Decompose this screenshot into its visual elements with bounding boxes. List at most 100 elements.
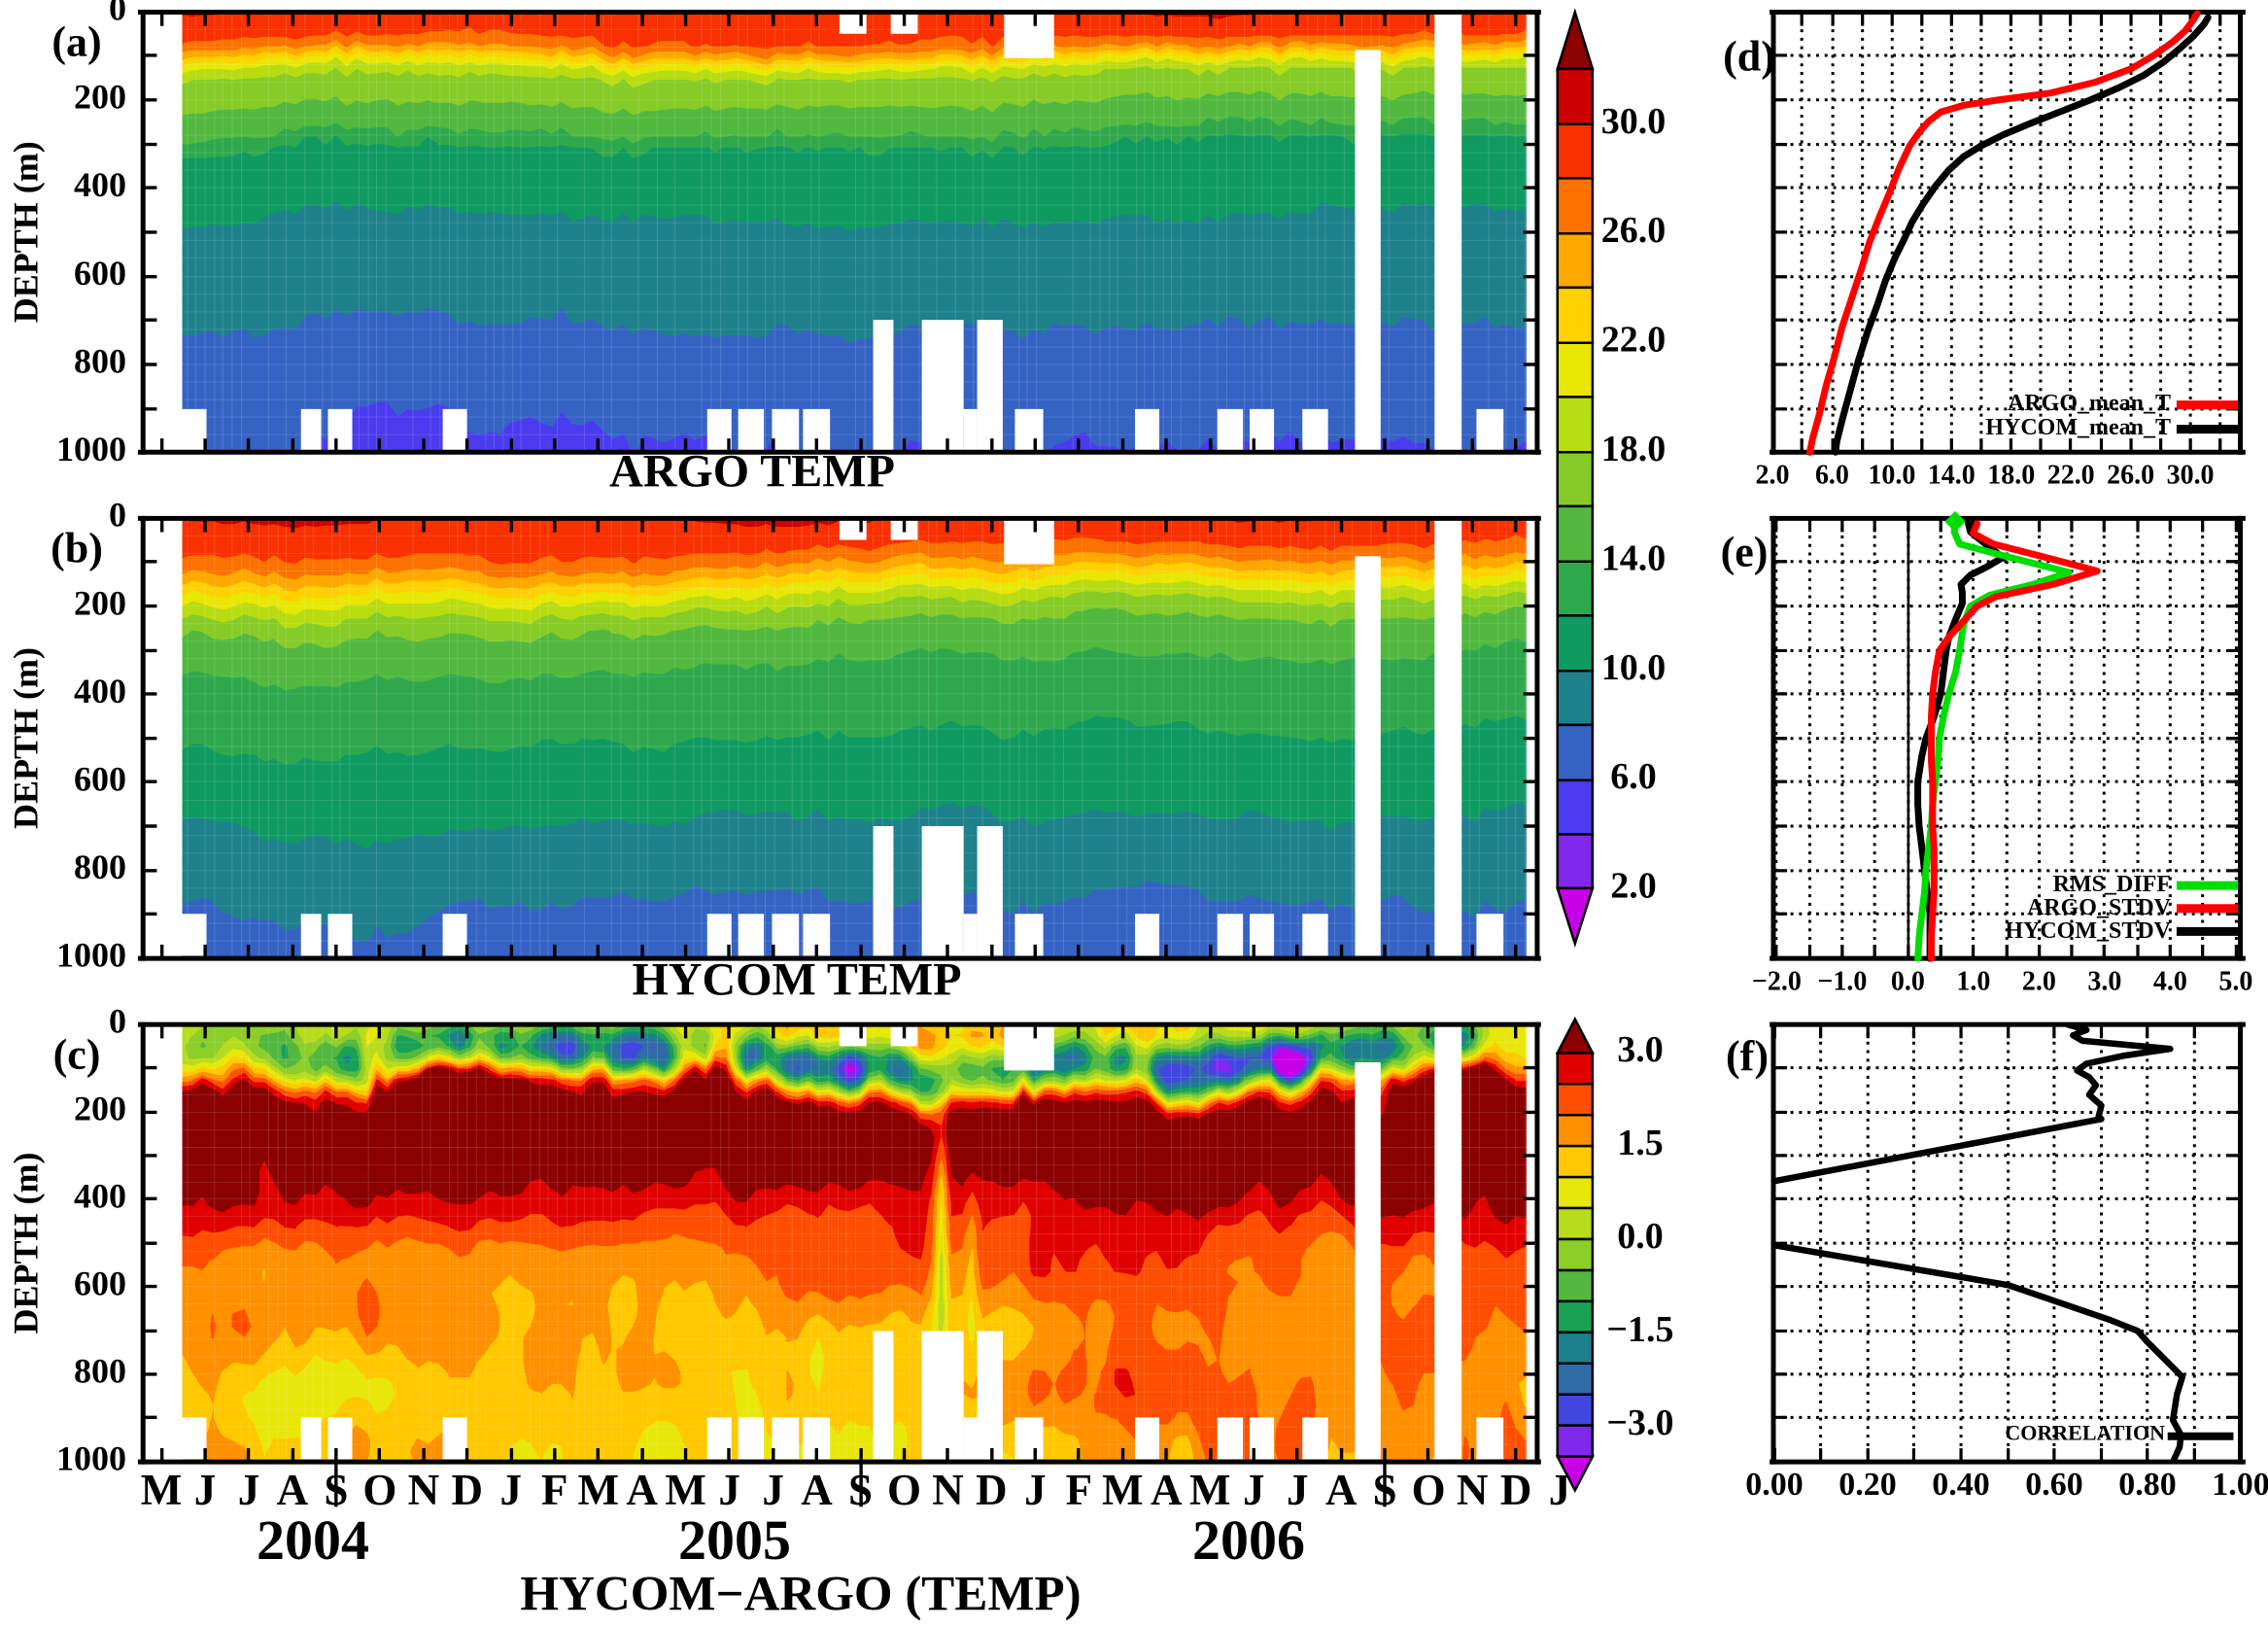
svg-text:0.0: 0.0	[1891, 967, 1925, 997]
svg-text:(d): (d)	[1723, 33, 1775, 81]
svg-text:J: J	[1549, 1466, 1570, 1514]
svg-text:N: N	[408, 1466, 440, 1514]
svg-text:6.0: 6.0	[1815, 461, 1849, 491]
svg-text:0.0: 0.0	[1617, 1216, 1663, 1257]
svg-text:A: A	[1151, 1466, 1183, 1514]
svg-text:A: A	[1325, 1466, 1357, 1514]
svg-text:26.0: 26.0	[1601, 210, 1667, 251]
svg-text:14.0: 14.0	[1601, 537, 1667, 578]
svg-text:HYCOM TEMP: HYCOM TEMP	[632, 954, 961, 1006]
svg-text:F: F	[1066, 1466, 1092, 1514]
svg-text:ARGO TEMP: ARGO TEMP	[609, 446, 895, 498]
svg-text:F: F	[541, 1466, 568, 1514]
svg-text:O: O	[362, 1466, 396, 1514]
svg-text:HYCOM−ARGO (TEMP): HYCOM−ARGO (TEMP)	[520, 1567, 1081, 1621]
svg-text:−1.0: −1.0	[1817, 967, 1867, 997]
svg-text:0.00: 0.00	[1745, 1467, 1803, 1503]
svg-text:J: J	[500, 1466, 523, 1514]
svg-text:0: 0	[109, 496, 126, 535]
svg-text:400: 400	[74, 672, 126, 710]
svg-text:HYCOM_mean_T: HYCOM_mean_T	[1985, 415, 2171, 440]
svg-text:M: M	[577, 1466, 618, 1514]
svg-text:J: J	[718, 1466, 740, 1514]
svg-text:200: 200	[74, 77, 126, 116]
svg-text:1.5: 1.5	[1617, 1123, 1663, 1163]
svg-text:O: O	[1412, 1466, 1446, 1514]
svg-text:D: D	[1500, 1466, 1532, 1514]
svg-text:A: A	[801, 1466, 833, 1514]
svg-text:A: A	[626, 1466, 658, 1514]
svg-text:3.0: 3.0	[2087, 967, 2121, 997]
svg-text:0.20: 0.20	[1838, 1467, 1896, 1503]
svg-text:18.0: 18.0	[1601, 429, 1667, 469]
svg-text:N: N	[1457, 1466, 1489, 1514]
svg-text:ARGO_mean_T: ARGO_mean_T	[2008, 391, 2171, 416]
svg-text:DEPTH (m): DEPTH (m)	[7, 141, 46, 323]
svg-text:HYCOM_STDV: HYCOM_STDV	[2005, 918, 2171, 944]
svg-text:A: A	[277, 1466, 309, 1514]
svg-text:26.0: 26.0	[2107, 461, 2154, 491]
svg-text:1.00: 1.00	[2212, 1467, 2268, 1503]
svg-text:1000: 1000	[56, 430, 126, 468]
svg-text:2.0: 2.0	[2022, 967, 2056, 997]
svg-text:14.0: 14.0	[1928, 461, 1976, 491]
svg-text:600: 600	[74, 254, 126, 293]
svg-text:CORRELATION: CORRELATION	[2005, 1420, 2165, 1444]
svg-text:6.0: 6.0	[1610, 756, 1656, 797]
svg-text:0.80: 0.80	[2118, 1467, 2176, 1503]
svg-text:J: J	[1024, 1466, 1047, 1514]
svg-text:200: 200	[74, 583, 126, 622]
svg-text:D: D	[976, 1466, 1008, 1514]
svg-text:22.0: 22.0	[2047, 461, 2095, 491]
svg-text:M: M	[1189, 1466, 1230, 1514]
svg-text:D: D	[452, 1466, 483, 1514]
svg-text:30.0: 30.0	[1601, 101, 1667, 142]
svg-text:M: M	[141, 1466, 182, 1514]
svg-text:400: 400	[74, 165, 126, 204]
svg-text:2006: 2006	[1192, 1508, 1305, 1572]
svg-text:10.0: 10.0	[1601, 647, 1667, 688]
svg-text:−3.0: −3.0	[1606, 1402, 1673, 1443]
svg-text:J: J	[1287, 1466, 1309, 1514]
svg-text:0.40: 0.40	[1932, 1467, 1989, 1503]
svg-text:−1.5: −1.5	[1606, 1309, 1673, 1350]
svg-text:600: 600	[74, 1264, 126, 1303]
svg-text:3.0: 3.0	[1617, 1029, 1663, 1070]
svg-text:J: J	[1243, 1466, 1265, 1514]
svg-text:600: 600	[74, 759, 126, 798]
svg-text:N: N	[932, 1466, 964, 1514]
svg-text:2.0: 2.0	[1610, 866, 1656, 907]
svg-text:DEPTH (m): DEPTH (m)	[7, 1153, 46, 1334]
svg-text:1.0: 1.0	[1956, 967, 1990, 997]
svg-text:−2.0: −2.0	[1752, 967, 1802, 997]
svg-text:(c): (c)	[53, 1031, 101, 1079]
svg-text:800: 800	[74, 1352, 126, 1391]
svg-text:O: O	[887, 1466, 921, 1514]
svg-text:0.60: 0.60	[2025, 1467, 2082, 1503]
svg-text:(b): (b)	[51, 525, 103, 572]
svg-text:4.0: 4.0	[2153, 967, 2187, 997]
svg-text:0: 0	[109, 0, 126, 28]
svg-text:2004: 2004	[257, 1508, 369, 1572]
svg-text:M: M	[665, 1466, 705, 1514]
svg-text:1000: 1000	[56, 1439, 126, 1478]
svg-text:J: J	[238, 1466, 260, 1514]
svg-text:800: 800	[74, 341, 126, 380]
svg-text:30.0: 30.0	[2167, 461, 2215, 491]
svg-text:0: 0	[109, 1002, 126, 1041]
svg-text:ARGO_STDV: ARGO_STDV	[2027, 895, 2172, 920]
svg-text:800: 800	[74, 848, 126, 886]
svg-text:(f): (f)	[1726, 1032, 1769, 1080]
svg-text:2005: 2005	[678, 1508, 791, 1572]
svg-text:400: 400	[74, 1177, 126, 1216]
svg-text:J: J	[762, 1466, 784, 1514]
svg-text:22.0: 22.0	[1601, 320, 1667, 361]
svg-text:1000: 1000	[56, 936, 126, 975]
svg-text:RMS_DIFF: RMS_DIFF	[2053, 872, 2171, 897]
svg-text:DEPTH (m): DEPTH (m)	[7, 647, 46, 829]
svg-text:(e): (e)	[1721, 529, 1769, 576]
svg-text:5.0: 5.0	[2218, 967, 2252, 997]
svg-text:10.0: 10.0	[1868, 461, 1915, 491]
svg-text:200: 200	[74, 1090, 126, 1128]
svg-text:2.0: 2.0	[1756, 461, 1790, 491]
